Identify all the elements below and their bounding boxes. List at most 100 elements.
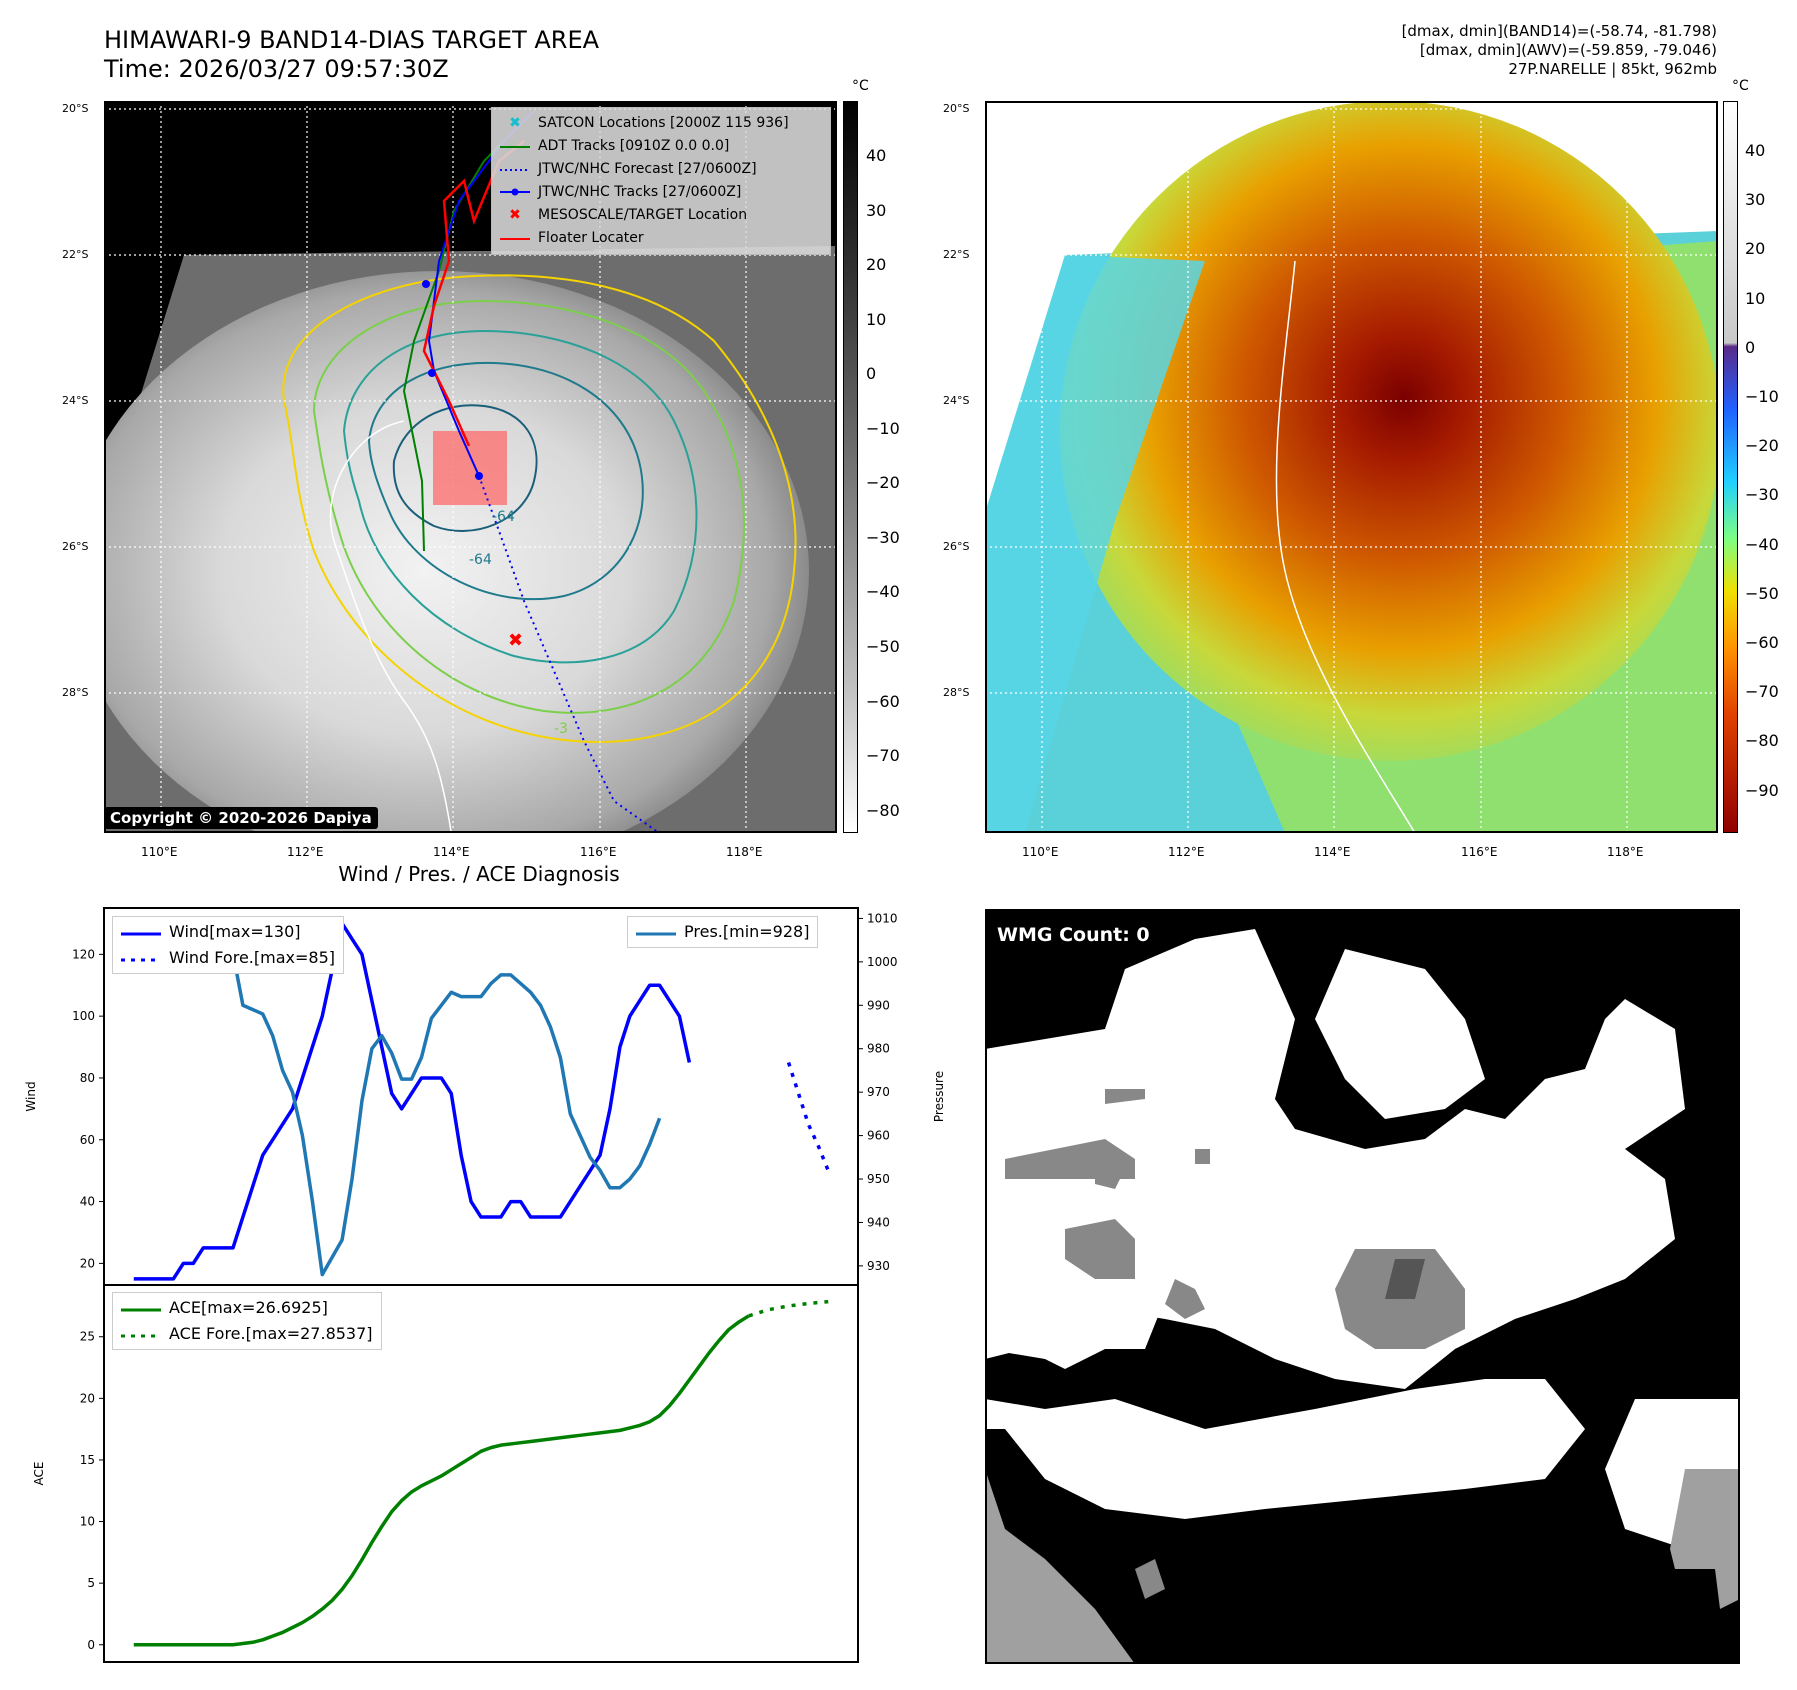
series-line-1 [786, 1061, 830, 1172]
colorbar-tick: −70 [866, 746, 900, 766]
copyright-label: Copyright © 2020-2026 Dapiya [104, 807, 378, 829]
colorbar-tick: 20 [866, 255, 887, 275]
left-colorbar [843, 101, 858, 833]
stats-block: [dmax, dmin](BAND14)=(-58.74, -81.798) [… [1402, 22, 1717, 79]
contour-label: -3 [554, 721, 568, 737]
wind-tick-label: 20 [80, 1256, 95, 1270]
lon-label: 116°E [580, 845, 617, 859]
ace-line-icon [121, 1295, 161, 1321]
colorbar-tick: −20 [866, 473, 900, 493]
colorbar-tick: 30 [1745, 190, 1766, 210]
pressure-tick-label: 990 [867, 998, 890, 1012]
colorbar-tick: 0 [1745, 337, 1756, 357]
ace-tick-label: 20 [80, 1391, 95, 1405]
lat-label: 28°S [943, 686, 970, 699]
wind-tick-label: 80 [80, 1071, 95, 1085]
title-line-1: HIMAWARI-9 BAND14-DIAS TARGET AREA [104, 26, 600, 54]
colorbar-tick: −90 [1745, 780, 1779, 800]
right-satellite-map [985, 101, 1718, 833]
forecast-dotted-icon [500, 158, 530, 181]
lon-label: 110°E [1022, 845, 1059, 859]
ace-legend: ACE[max=26.6925] ACE Fore.[max=27.8537] [112, 1292, 382, 1350]
pressure-axis-label: Pressure [932, 1071, 946, 1122]
legend-item: ✖ MESOSCALE/TARGET Location [500, 204, 822, 227]
satcon-marker-icon: ✖ [509, 115, 521, 131]
colorbar-tick: 40 [1745, 141, 1766, 161]
lat-label: 22°S [62, 248, 89, 261]
ace-tick-label: 15 [80, 1453, 95, 1467]
legend-item: JTWC/NHC Tracks [27/0600Z] [500, 181, 822, 204]
legend-item: Wind Fore.[max=85] [121, 945, 335, 971]
pressure-tick-label: 970 [867, 1085, 890, 1099]
legend-item: ✖ SATCON Locations [2000Z 115 936] [500, 112, 822, 135]
wind-legend: Wind[max=130] Wind Fore.[max=85] [112, 916, 344, 974]
ace-panel-frame [103, 1284, 859, 1663]
series-line-3 [133, 1314, 750, 1647]
pressure-tick-label: 950 [867, 1172, 890, 1186]
ace-axis-label: ACE [32, 1462, 46, 1486]
lon-label: 118°E [1607, 845, 1644, 859]
lat-label: 26°S [62, 540, 89, 553]
contour-label: -64 [492, 509, 515, 525]
series-line-4 [748, 1299, 829, 1318]
lon-label: 110°E [141, 845, 178, 859]
lon-label: 112°E [1168, 845, 1205, 859]
legend-item: ACE[max=26.6925] [121, 1295, 373, 1321]
right-colorbar [1723, 101, 1738, 833]
ace-tick-label: 10 [80, 1515, 95, 1529]
colorbar-tick: 20 [1745, 239, 1766, 259]
wind-axis-label: Wind [24, 1081, 38, 1111]
lat-label: 20°S [943, 102, 970, 115]
wind-forecast-line-icon [121, 945, 161, 971]
lat-label: 28°S [62, 686, 89, 699]
colorbar-tick: 30 [866, 200, 887, 220]
diagnosis-title: Wind / Pres. / ACE Diagnosis [338, 862, 620, 886]
title-line-2: Time: 2026/03/27 09:57:30Z [104, 55, 449, 83]
wind-tick-label: 120 [72, 947, 95, 961]
pressure-legend: Pres.[min=928] [627, 916, 819, 948]
lat-label: 22°S [943, 248, 970, 261]
stats-line-1: [dmax, dmin](BAND14)=(-58.74, -81.798) [1401, 22, 1717, 40]
wind-tick-label: 60 [80, 1133, 95, 1147]
ace-forecast-line-icon [121, 1321, 161, 1347]
map-legend: ✖ SATCON Locations [2000Z 115 936] ADT Tr… [491, 107, 831, 255]
stats-line-3: 27P.NARELLE | 85kt, 962mb [1508, 60, 1717, 78]
colorbar-tick: −70 [1745, 682, 1779, 702]
pressure-tick-label: 960 [867, 1129, 890, 1143]
colorbar-tick: −20 [1745, 436, 1779, 456]
lon-label: 118°E [726, 845, 763, 859]
wmg-count-label: WMG Count: 0 [988, 921, 1159, 949]
legend-item: Floater Locater [500, 227, 822, 250]
lat-label: 20°S [62, 102, 89, 115]
colorbar-tick: 10 [866, 309, 887, 329]
colorbar-tick: −50 [1745, 583, 1779, 603]
right-colorbar-unit: °C [1732, 78, 1749, 94]
left-colorbar-unit: °C [852, 78, 869, 94]
legend-item: JTWC/NHC Forecast [27/0600Z] [500, 158, 822, 181]
figure-title: HIMAWARI-9 BAND14-DIAS TARGET AREA Time:… [104, 26, 599, 84]
floater-line-icon [500, 227, 530, 250]
colorbar-tick: −10 [866, 418, 900, 438]
target-marker-icon: ✖ [509, 207, 521, 223]
lat-label: 24°S [943, 394, 970, 407]
colorbar-tick: 40 [866, 146, 887, 166]
pressure-tick-label: 1000 [867, 955, 898, 969]
colorbar-tick: 10 [1745, 288, 1766, 308]
colorbar-tick: −80 [866, 800, 900, 820]
pressure-tick-label: 930 [867, 1259, 890, 1273]
lon-label: 114°E [433, 845, 470, 859]
ace-tick-label: 25 [80, 1330, 95, 1344]
wmg-panel [985, 909, 1740, 1664]
colorbar-tick: −30 [1745, 485, 1779, 505]
colorbar-tick: −40 [1745, 534, 1779, 554]
colorbar-tick: −50 [866, 636, 900, 656]
floater-box [433, 431, 507, 505]
colorbar-tick: −80 [1745, 731, 1779, 751]
pressure-tick-label: 940 [867, 1215, 890, 1229]
legend-item: ACE Fore.[max=27.8537] [121, 1321, 373, 1347]
wind-tick-label: 100 [72, 1009, 95, 1023]
adt-line-icon [500, 135, 530, 158]
pressure-tick-label: 980 [867, 1042, 890, 1056]
colorbar-tick: −10 [1745, 386, 1779, 406]
series-line-0 [133, 921, 692, 1281]
